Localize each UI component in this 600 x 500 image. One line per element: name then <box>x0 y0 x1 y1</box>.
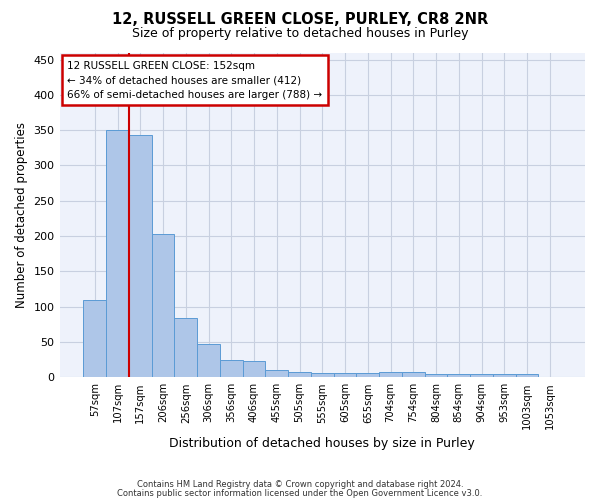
Bar <box>152 234 175 378</box>
Bar <box>265 370 288 378</box>
Text: 12 RUSSELL GREEN CLOSE: 152sqm
← 34% of detached houses are smaller (412)
66% of: 12 RUSSELL GREEN CLOSE: 152sqm ← 34% of … <box>67 60 323 100</box>
Bar <box>106 130 129 378</box>
Bar <box>402 372 425 378</box>
Bar <box>311 373 334 378</box>
Bar <box>379 372 402 378</box>
Bar <box>242 361 265 378</box>
Bar <box>83 300 106 378</box>
Bar <box>197 344 220 378</box>
Bar <box>175 318 197 378</box>
Bar <box>448 374 470 378</box>
Text: 12, RUSSELL GREEN CLOSE, PURLEY, CR8 2NR: 12, RUSSELL GREEN CLOSE, PURLEY, CR8 2NR <box>112 12 488 28</box>
Bar <box>515 374 538 378</box>
Bar <box>288 372 311 378</box>
Bar <box>334 373 356 378</box>
Text: Size of property relative to detached houses in Purley: Size of property relative to detached ho… <box>132 28 468 40</box>
Bar <box>425 374 448 378</box>
Y-axis label: Number of detached properties: Number of detached properties <box>15 122 28 308</box>
Bar <box>220 360 242 378</box>
X-axis label: Distribution of detached houses by size in Purley: Distribution of detached houses by size … <box>169 437 475 450</box>
Bar <box>129 135 152 378</box>
Bar <box>470 374 493 378</box>
Bar <box>493 374 515 378</box>
Bar <box>356 373 379 378</box>
Text: Contains HM Land Registry data © Crown copyright and database right 2024.: Contains HM Land Registry data © Crown c… <box>137 480 463 489</box>
Text: Contains public sector information licensed under the Open Government Licence v3: Contains public sector information licen… <box>118 488 482 498</box>
